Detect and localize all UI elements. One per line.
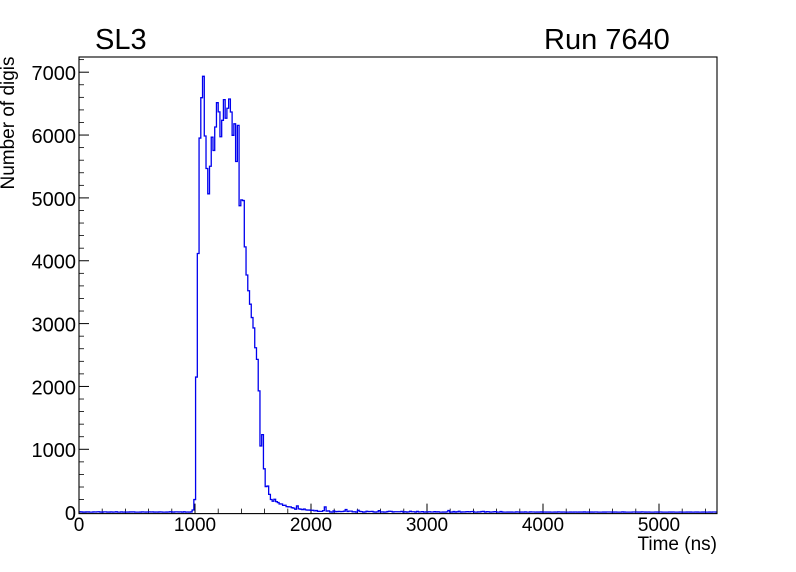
svg-text:4000: 4000 [32,252,77,274]
svg-text:3000: 3000 [406,515,448,536]
svg-text:1000: 1000 [32,440,77,462]
svg-text:3000: 3000 [32,314,77,336]
svg-text:5000: 5000 [638,515,680,536]
svg-text:2000: 2000 [290,515,332,536]
svg-text:Time (ns): Time (ns) [637,534,717,555]
svg-text:2000: 2000 [32,377,77,399]
svg-text:4000: 4000 [522,515,564,536]
svg-text:1000: 1000 [174,515,216,536]
svg-text:6000: 6000 [32,126,77,148]
svg-text:5000: 5000 [32,189,77,211]
svg-text:Number of digis: Number of digis [0,56,19,189]
svg-text:7000: 7000 [32,63,77,85]
svg-text:0: 0 [65,503,76,525]
